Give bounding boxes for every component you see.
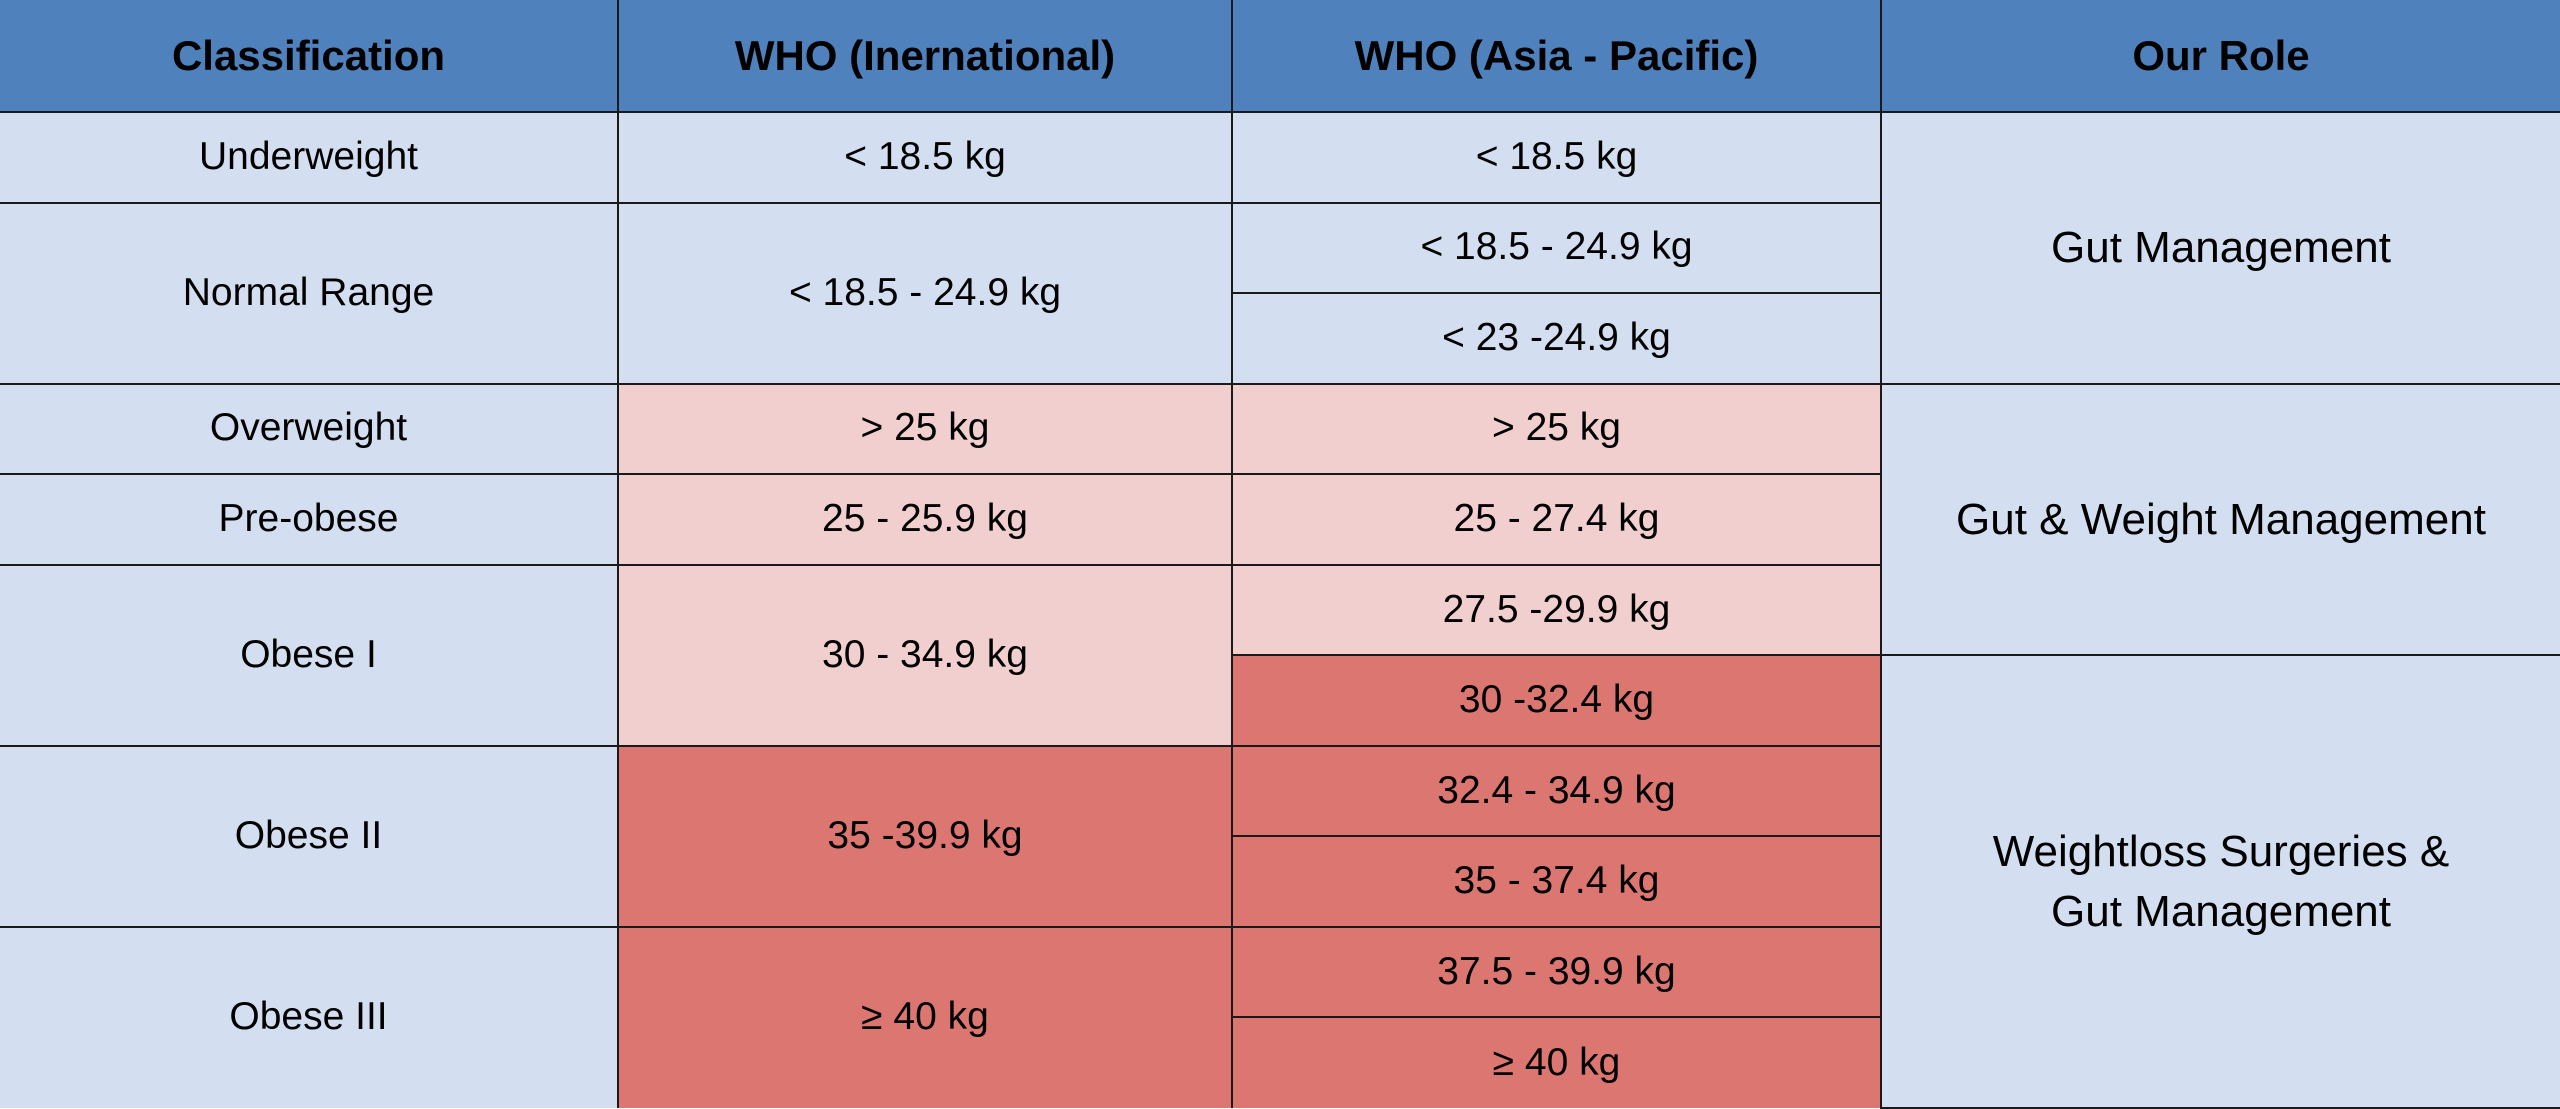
international-normal: < 18.5 - 24.9 kg xyxy=(617,201,1233,385)
role-gut-management: Gut Management xyxy=(1880,111,2560,385)
table-row: Pre-obese 25 - 25.9 kg 25 - 27.4 kg xyxy=(0,473,2560,566)
table-row: 30 -32.4 kg Weightloss Surgeries & Gut M… xyxy=(0,654,2560,1109)
table-row: Obese I 30 - 34.9 kg 27.5 -29.9 kg xyxy=(0,563,2560,747)
classification-normal: Normal Range xyxy=(0,201,619,385)
table-row: Obese III ≥ 40 kg 37.5 - 39.9 kg xyxy=(0,925,2560,1108)
international-obese-2: 35 -39.9 kg xyxy=(617,744,1233,928)
classification-underweight: Underweight xyxy=(0,111,619,204)
header-who-international: WHO (Inernational) xyxy=(617,0,1233,113)
table-row: < 23 -24.9 kg xyxy=(0,292,2560,385)
international-overweight: > 25 kg xyxy=(617,382,1233,476)
table-row: Underweight < 18.5 kg < 18.5 kg Gut Mana… xyxy=(0,111,2560,385)
asia-obese-2-a: 32.4 - 34.9 kg xyxy=(1231,744,1882,838)
classification-obese-1: Obese I xyxy=(0,563,619,747)
table-row: Obese II 35 -39.9 kg 32.4 - 34.9 kg xyxy=(0,744,2560,928)
asia-overweight: > 25 kg xyxy=(1231,382,1882,476)
header-row: Classification WHO (Inernational) WHO (A… xyxy=(0,0,2560,113)
classification-preobese: Pre-obese xyxy=(0,473,619,566)
asia-obese-1-a: 27.5 -29.9 kg xyxy=(1231,563,1882,657)
classification-obese-3: Obese III xyxy=(0,925,619,1108)
asia-obese-3-a: 37.5 - 39.9 kg xyxy=(1231,925,1882,1019)
table-row: ≥ 40 kg xyxy=(0,1016,2560,1108)
classification-obese-2: Obese II xyxy=(0,744,619,928)
international-preobese: 25 - 25.9 kg xyxy=(617,473,1233,566)
role-surgery-line-2: Gut Management xyxy=(2051,886,2391,936)
international-underweight: < 18.5 kg xyxy=(617,111,1233,204)
table-row: Normal Range < 18.5 - 24.9 kg < 18.5 - 2… xyxy=(0,201,2560,385)
asia-normal-2: < 23 -24.9 kg xyxy=(1232,292,1882,385)
role-surgery-line-1: Weightloss Surgeries & xyxy=(1992,827,2450,877)
table-row: 35 - 37.4 kg xyxy=(0,835,2560,928)
asia-preobese: 25 - 27.4 kg xyxy=(1231,473,1882,566)
asia-obese-1-b: 30 -32.4 kg xyxy=(1232,654,1882,747)
role-gut-weight-management: Gut & Weight Management xyxy=(1880,382,2560,657)
international-obese-1: 30 - 34.9 kg xyxy=(617,563,1233,747)
asia-underweight: < 18.5 kg xyxy=(1231,111,1882,204)
classification-overweight: Overweight xyxy=(0,382,619,476)
asia-obese-2-b: 35 - 37.4 kg xyxy=(1232,835,1882,928)
table-row: Overweight > 25 kg > 25 kg Gut & Weight … xyxy=(0,382,2560,657)
international-obese-3: ≥ 40 kg xyxy=(617,925,1233,1108)
header-who-asia-pacific: WHO (Asia - Pacific) xyxy=(1231,0,1882,113)
role-surgery-gut-management: Weightloss Surgeries & Gut Management xyxy=(1880,654,2560,1109)
header-our-role: Our Role xyxy=(1880,0,2560,113)
asia-obese-3-b: ≥ 40 kg xyxy=(1232,1016,1882,1108)
header-classification: Classification xyxy=(0,0,619,113)
asia-normal-1: < 18.5 - 24.9 kg xyxy=(1231,201,1882,295)
